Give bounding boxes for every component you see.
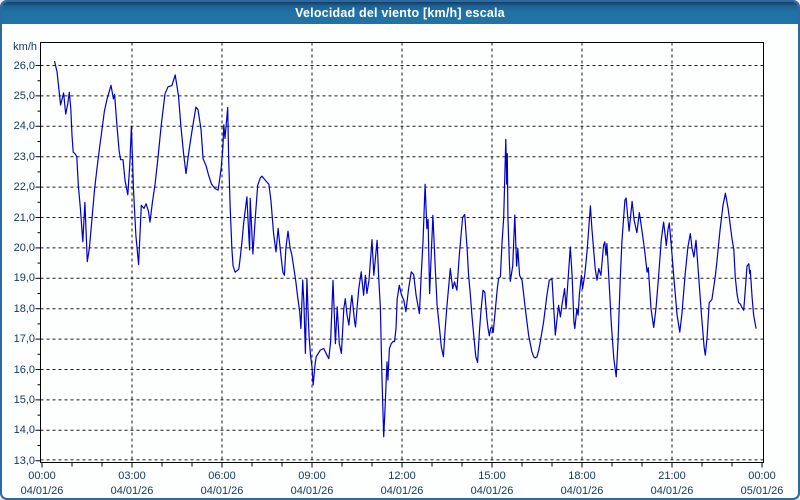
x-tick-date-label: 04/01/26 (380, 485, 424, 497)
x-tick-time-label: 06:00 (208, 470, 236, 482)
x-tick-time-label: 15:00 (478, 470, 506, 482)
y-tick-label: 16,0 (13, 363, 35, 376)
wind-speed-line (53, 60, 757, 438)
y-tick-label: 18,0 (13, 302, 35, 315)
x-tick-date-label: 04/01/26 (650, 485, 694, 497)
x-tick-date-label: 04/01/26 (560, 485, 604, 497)
x-tick-time-label: 03:00 (118, 470, 146, 482)
x-tick-date-label: 04/01/26 (20, 485, 64, 497)
y-tick-label: 14,0 (13, 424, 35, 437)
y-tick-label: 17,0 (13, 333, 35, 346)
x-tick-date-label: 04/01/26 (200, 485, 244, 497)
x-tick-date-label: 04/01/26 (110, 485, 154, 497)
y-tick-label: 22,0 (13, 181, 35, 194)
y-tick-label: 13,0 (13, 454, 35, 467)
x-tick-date-label: 04/01/26 (290, 485, 334, 497)
y-axis-unit-label: km/h (13, 41, 37, 53)
x-tick-time-label: 18:00 (568, 470, 596, 482)
chart-title: Velocidad del viento [km/h] escala (295, 6, 505, 20)
x-tick-time-label: 00:00 (28, 470, 56, 482)
x-tick-date-label: 04/01/26 (470, 485, 514, 497)
y-tick-label: 25,0 (13, 89, 35, 102)
x-tick-date-label: 05/01/26 (740, 485, 784, 497)
x-tick-time-label: 00:00 (748, 470, 776, 482)
y-tick-label: 24,0 (13, 120, 35, 133)
y-tick-label: 19,0 (13, 272, 35, 285)
x-tick-time-label: 21:00 (658, 470, 686, 482)
y-tick-label: 26,0 (13, 59, 35, 72)
x-tick-time-label: 09:00 (298, 470, 326, 482)
chart-title-bar: Velocidad del viento [km/h] escala (2, 2, 798, 24)
x-tick-time-label: 12:00 (388, 470, 416, 482)
y-tick-label: 21,0 (13, 211, 35, 224)
plot-border (40, 42, 764, 463)
y-tick-label: 23,0 (13, 150, 35, 163)
y-tick-label: 20,0 (13, 241, 35, 254)
y-tick-label: 15,0 (13, 393, 35, 406)
